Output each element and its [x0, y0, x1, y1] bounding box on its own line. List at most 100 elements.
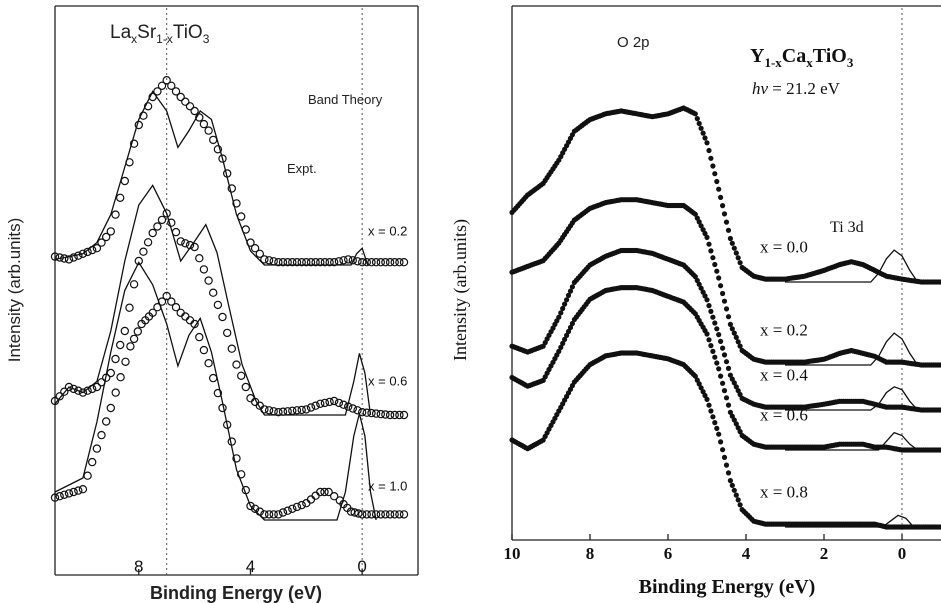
expt-point [320, 258, 330, 267]
expt-point [737, 502, 743, 508]
expt-point [729, 326, 735, 332]
left-y-axis-label: Intensity (arb.units) [5, 218, 24, 363]
expt-point [157, 215, 167, 225]
x-tick-label-0: 8 [134, 557, 143, 576]
expt-point [714, 178, 720, 185]
expt-point [288, 406, 297, 415]
expt-point [213, 388, 223, 398]
expt-point [260, 405, 269, 414]
expt-point [264, 406, 274, 415]
expt-point [325, 258, 334, 267]
expt-point [702, 230, 708, 237]
expt-point [735, 339, 741, 345]
left-curves [50, 75, 409, 521]
expt-point [362, 408, 371, 417]
expt-point [120, 326, 130, 336]
expt-point [556, 314, 562, 320]
left-plot-frame [54, 5, 419, 576]
expt-point [129, 334, 139, 344]
expt-point [334, 398, 344, 408]
expt-point [562, 336, 568, 342]
expt-point [371, 409, 381, 418]
series-2 [50, 184, 409, 420]
right-panel: 10 8 6 4 2 0 x = 0.0x = 0.2x = 0.4x = 0.6x = … [450, 5, 941, 598]
expt-point [292, 406, 302, 415]
expt-point [725, 227, 732, 233]
expt-point [306, 495, 316, 504]
expt-point [395, 258, 404, 267]
series-4 [509, 285, 941, 453]
expt-point [69, 384, 78, 394]
expt-point [292, 258, 302, 267]
expt-point [721, 298, 728, 304]
right-series-labels: x = 0.0 x = 0.2 x = 0.4 x = 0.6 x = 0.8 [760, 238, 808, 502]
expt-point [371, 258, 381, 267]
expt-point [716, 332, 722, 338]
series-label-2: x = 0.2 [760, 321, 808, 340]
expt-point [133, 327, 142, 336]
left-annotation-expt: Expt. [287, 161, 317, 176]
expt-point [171, 87, 181, 96]
expt-point [167, 218, 176, 227]
expt-point [227, 184, 236, 193]
expt-point [87, 384, 97, 394]
expt-point [218, 403, 227, 413]
expt-point [167, 81, 176, 91]
right-subtitle-hv: hν [752, 79, 769, 98]
expt-point [706, 402, 712, 408]
expt-point [710, 163, 716, 169]
expt-point [283, 258, 292, 267]
theory-curve-2 [785, 332, 941, 366]
expt-point [723, 359, 730, 365]
expt-point [255, 507, 264, 516]
expt-point [348, 256, 357, 265]
expt-point [727, 478, 734, 484]
expt-point [723, 219, 730, 225]
expt-point [153, 303, 162, 312]
series-2 [509, 197, 941, 368]
series-3 [509, 247, 941, 413]
right-title-sub-a: 1-x [764, 55, 782, 70]
expt-point [718, 283, 724, 289]
expt-point [938, 279, 941, 285]
expt-point [83, 471, 92, 480]
expt-point [733, 492, 739, 498]
expt-point [737, 429, 743, 435]
expt-point [712, 420, 718, 426]
expt-point [346, 507, 356, 516]
expt-point [381, 510, 390, 519]
expt-point [139, 111, 148, 120]
expt-point [727, 409, 734, 415]
expt-point [938, 447, 941, 453]
expt-point [731, 380, 737, 386]
expt-point [143, 102, 153, 111]
expt-point [50, 252, 60, 261]
expt-point [143, 238, 153, 247]
expt-point [87, 457, 97, 467]
expt-point [97, 430, 106, 440]
expt-point [274, 408, 283, 417]
expt-point [718, 338, 724, 344]
theory-curve-1 [785, 249, 941, 283]
expt-point [222, 420, 232, 429]
expt-point [278, 508, 288, 517]
expt-point [344, 255, 353, 264]
expt-point [692, 274, 698, 280]
expt-point [60, 387, 69, 396]
expt-point [176, 308, 185, 317]
expt-point [250, 243, 260, 253]
expt-point [236, 371, 246, 380]
expt-point [87, 245, 97, 255]
expt-point [278, 258, 288, 267]
x-tick-label-0: 10 [504, 544, 521, 563]
expt-point [367, 258, 376, 267]
expt-point [218, 154, 227, 163]
series-label-5: x = 0.8 [760, 483, 808, 502]
expt-point [731, 487, 737, 493]
expt-point [204, 126, 213, 135]
expt-point [129, 139, 139, 148]
expt-point [708, 343, 714, 349]
expt-point [106, 403, 116, 413]
expt-point [208, 373, 218, 383]
expt-point [213, 145, 223, 154]
